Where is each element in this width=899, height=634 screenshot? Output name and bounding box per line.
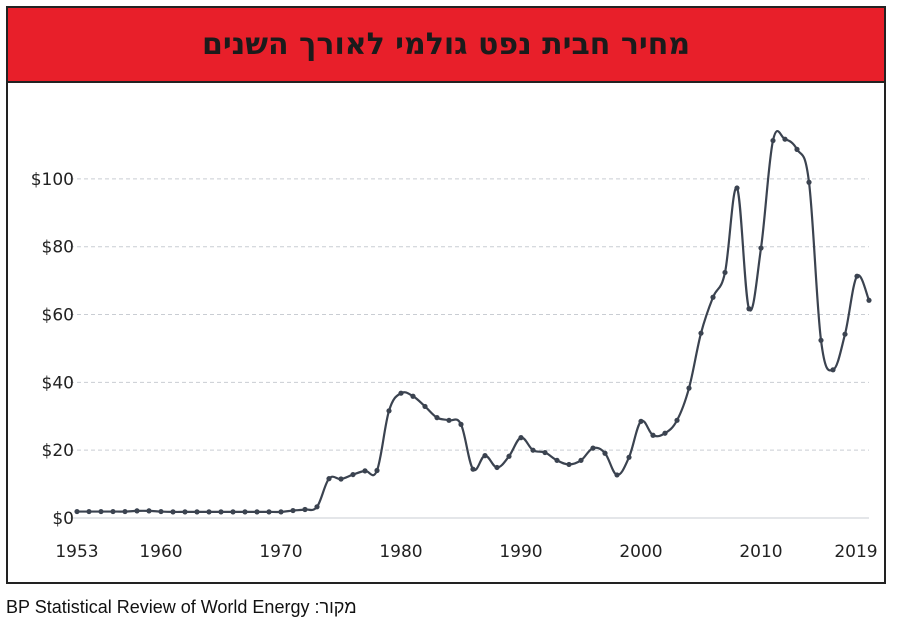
title-banner: מחיר חבית נפט גולמי לאורך השנים	[8, 8, 884, 83]
data-point-2017	[842, 331, 848, 337]
y-tick-label: $40	[42, 373, 74, 393]
data-point-1993	[554, 457, 560, 463]
data-point-1965	[218, 509, 224, 515]
y-tick-label: $60	[42, 306, 74, 326]
data-point-1979	[386, 408, 392, 414]
y-tick-label: $0	[52, 509, 74, 529]
data-point-2010	[758, 245, 764, 251]
data-point-1971	[290, 507, 296, 514]
x-tick-label: 1970	[259, 542, 302, 562]
data-point-2004	[686, 385, 692, 391]
data-point-1969	[266, 509, 272, 515]
data-point-2007	[722, 269, 728, 276]
data-point-1995	[578, 457, 584, 463]
data-point-1991	[530, 447, 536, 453]
data-point-1989	[506, 453, 512, 459]
data-point-1987	[482, 453, 488, 459]
data-points	[74, 136, 872, 515]
data-point-1986	[470, 466, 476, 472]
data-point-1967	[242, 509, 248, 515]
data-point-1982	[422, 403, 428, 410]
data-point-1988	[494, 464, 500, 471]
data-point-2016	[830, 367, 836, 373]
data-point-1997	[602, 450, 608, 456]
data-point-2003	[674, 417, 680, 423]
data-point-2013	[794, 146, 800, 152]
data-point-1999	[626, 454, 632, 460]
x-tick-label: 2019	[834, 542, 877, 562]
data-point-2005	[698, 330, 704, 336]
data-point-1959	[146, 508, 152, 514]
y-axis-labels: $0 $20 $40 $60 $80 $100	[31, 170, 74, 529]
data-point-1983	[434, 415, 440, 421]
data-point-2002	[662, 430, 668, 436]
data-point-1981	[410, 393, 416, 399]
price-line	[77, 129, 871, 514]
chart-frame: מחיר חבית נפט גולמי לאורך השנים $0 $20 $40…	[6, 6, 886, 584]
y-tick-label: $100	[31, 170, 74, 190]
x-tick-label: 1990	[499, 542, 542, 562]
data-point-2006	[710, 294, 716, 300]
source-credit: BP Statistical Review of World Energy מק…	[6, 597, 357, 618]
data-point-1972	[302, 506, 308, 513]
line-chart: $0 $20 $40 $60 $80 $100 1953 1960 1970 1980 1990 2…	[31, 129, 878, 562]
data-point-1974	[326, 476, 332, 482]
data-point-2001	[650, 432, 656, 438]
data-point-1954	[86, 508, 92, 515]
data-point-1956	[110, 508, 116, 515]
data-point-1960	[158, 508, 164, 515]
data-point-1958	[134, 508, 140, 514]
data-point-1998	[614, 472, 620, 478]
data-point-2012	[782, 136, 788, 142]
data-point-1985	[458, 421, 464, 427]
data-point-2011	[770, 137, 776, 144]
data-point-2018	[854, 273, 860, 279]
data-point-1957	[122, 508, 128, 515]
data-point-2019	[866, 297, 872, 303]
data-point-1953	[74, 508, 80, 515]
data-point-1970	[278, 509, 284, 515]
data-point-1966	[230, 509, 236, 515]
source-name: BP Statistical Review of World Energy	[6, 597, 310, 617]
data-point-1978	[374, 467, 380, 474]
y-tick-label: $20	[42, 441, 74, 461]
data-point-1963	[194, 509, 200, 515]
data-point-1961	[170, 509, 176, 515]
x-tick-label: 1980	[379, 542, 422, 562]
data-point-2008	[734, 185, 740, 191]
source-label: מקור:	[314, 597, 357, 617]
data-point-2014	[806, 179, 812, 185]
data-point-1968	[254, 509, 260, 515]
y-tick-label: $80	[42, 238, 74, 258]
x-tick-label: 2000	[619, 542, 662, 562]
data-point-1976	[350, 471, 356, 478]
data-point-1964	[206, 509, 212, 515]
data-point-1996	[590, 445, 596, 451]
data-point-2009	[746, 306, 752, 312]
x-tick-label: 1960	[139, 542, 182, 562]
data-point-1973	[314, 504, 320, 510]
x-tick-label: 1953	[55, 542, 98, 562]
chart-title: מחיר חבית נפט גולמי לאורך השנים	[201, 27, 691, 62]
data-point-1992	[542, 449, 548, 456]
data-point-1994	[566, 461, 572, 468]
data-point-1975	[338, 476, 344, 482]
data-point-1980	[398, 390, 404, 396]
data-point-1977	[362, 468, 368, 474]
data-point-2015	[818, 337, 824, 343]
data-point-1984	[446, 417, 452, 423]
data-point-1990	[518, 435, 524, 441]
x-axis-labels: 1953 1960 1970 1980 1990 2000 2010 2019	[55, 542, 877, 562]
data-point-1955	[98, 508, 104, 515]
data-point-2000	[638, 418, 644, 424]
gridlines	[70, 178, 869, 519]
data-point-1962	[182, 509, 188, 515]
x-tick-label: 2010	[739, 542, 782, 562]
